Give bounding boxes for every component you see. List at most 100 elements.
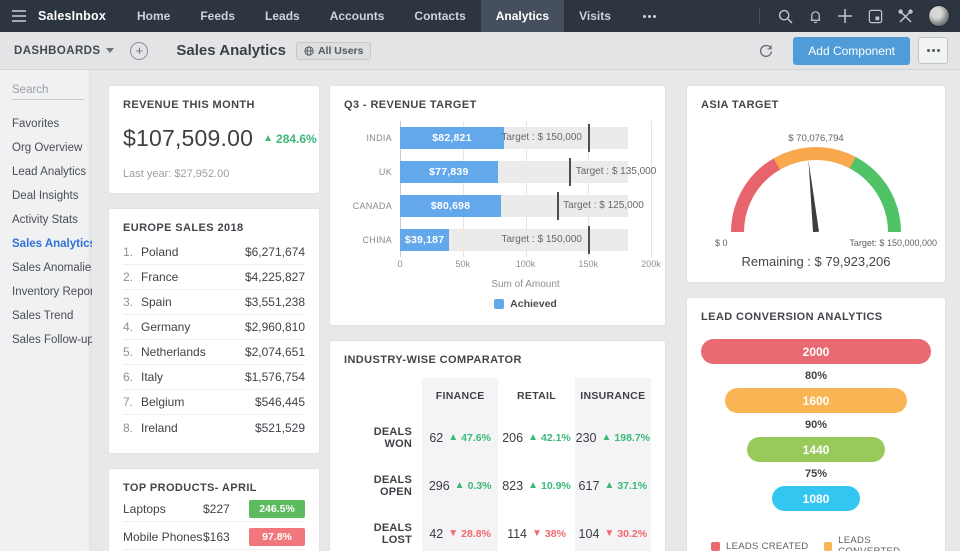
column-insurance: INSURANCE 230 ▲ 198.7% 617 ▲ 37.1% 104 ▼ 30.2% (574, 378, 651, 551)
card-title: REVENUE THIS MONTH (123, 99, 255, 111)
table-cell: 42 ▼ 28.8% (429, 527, 491, 541)
gridline (651, 121, 652, 257)
app-title[interactable]: SalesInbox (38, 9, 106, 23)
up-arrow-icon: ▲ (528, 480, 538, 491)
revenue-delta: ▲ 284.6% (263, 132, 317, 146)
nav-item-contacts[interactable]: Contacts (414, 9, 466, 23)
card-title: ASIA TARGET (701, 99, 779, 111)
row-header: DEALS WON (373, 426, 412, 450)
achieved-bar[interactable]: $77,839 (400, 161, 498, 183)
funnel-stage-leads-created[interactable]: 2000 (701, 339, 931, 364)
status-badge: 97.8% (249, 527, 305, 546)
sidebar-item-activity-stats[interactable]: Activity Stats (12, 214, 78, 226)
user-avatar[interactable] (928, 5, 950, 27)
nav-item-home[interactable]: Home (137, 9, 171, 23)
list-item[interactable]: 7. Belgium $546,445 (123, 390, 305, 415)
target-track (400, 229, 629, 251)
toolbar-more-button[interactable] (918, 37, 948, 64)
lead-conversion-card: LEAD CONVERSION ANALYTICS 2000 80% 1600 … (686, 297, 946, 551)
announcement-panel-icon[interactable] (862, 3, 888, 29)
axis-tick: 50k (455, 259, 471, 269)
table-cell: 617 ▲ 37.1% (578, 479, 648, 493)
sidebar-item-sales-anomalies[interactable]: Sales Anomalies (12, 262, 92, 274)
dashboards-dropdown[interactable]: DASHBOARDS (14, 45, 115, 57)
sidebar-item-deal-insights[interactable]: Deal Insights (12, 190, 79, 202)
country-name: Italy (141, 370, 164, 384)
list-item[interactable]: 2. France $4,225,827 (123, 265, 305, 290)
target-label: Target : $ 135,000 (575, 166, 657, 177)
country-value: $6,271,674 (244, 245, 305, 259)
sidebar-item-sales-analytics[interactable]: Sales Analytics (12, 238, 92, 250)
add-component-button[interactable]: Add Component (793, 36, 910, 65)
list-item[interactable]: Mobile Phones $163 97.8% (123, 524, 305, 550)
sidebar-item-org-overview[interactable]: Org Overview (12, 142, 83, 154)
list-item[interactable]: 3. Spain $3,551,238 (123, 290, 305, 315)
list-item[interactable]: 6. Italy $1,576,754 (123, 365, 305, 390)
card-title: EUROPE SALES 2018 (123, 222, 244, 234)
axis-tick: 200k (641, 259, 661, 269)
x-axis-label: Sum of Amount (491, 279, 560, 290)
sidebar-item-inventory-reports[interactable]: Inventory Reports (12, 286, 92, 298)
refresh-icon[interactable] (753, 38, 779, 64)
up-arrow-icon: ▲ (263, 132, 274, 144)
list-item[interactable]: Laptops $227 246.5% (123, 496, 305, 522)
add-dashboard-icon[interactable]: + (130, 41, 149, 60)
column-header: RETAIL (517, 390, 556, 402)
notifications-bell-icon[interactable] (802, 3, 828, 29)
add-plus-icon[interactable] (832, 3, 858, 29)
axis-tick: 0 (397, 259, 403, 269)
down-arrow-icon: ▼ (604, 528, 615, 539)
target-label: Target : $ 150,000 (501, 234, 582, 245)
asia-target-card: ASIA TARGET $ 70,076,794 $ 0 Target: $ 1… (686, 85, 946, 283)
nav-item-accounts[interactable]: Accounts (329, 9, 385, 23)
top-nav: SalesInbox Home Feeds Leads Accounts Con… (0, 0, 960, 32)
nav-item-visits[interactable]: Visits (579, 9, 611, 23)
sidebar-item-lead-analytics[interactable]: Lead Analytics (12, 166, 87, 178)
hamburger-menu-icon[interactable] (0, 0, 36, 32)
country-value: $3,551,238 (244, 295, 305, 309)
sidebar-item-favorites[interactable]: Favorites (12, 118, 60, 130)
achieved-bar[interactable]: $39,187 (400, 229, 450, 251)
product-name: Laptops (123, 501, 166, 516)
gridline (525, 121, 527, 257)
gauge-chart: $ 70,076,794 $ 0 Target: $ 150,000,000 (715, 133, 937, 248)
bullet-row-canada: $80,698 Target : $ 125,000 (400, 192, 651, 220)
nav-item-leads[interactable]: Leads (265, 9, 300, 23)
bar-value: $80,698 (430, 200, 471, 212)
search-icon[interactable] (772, 3, 798, 29)
nav-more-icon[interactable] (626, 0, 673, 32)
legend-label: LEADS CONVERTED (838, 535, 900, 551)
bullet-row-uk: $77,839 Target : $ 135,000 (400, 158, 656, 186)
achieved-bar[interactable]: $82,821 (400, 127, 504, 149)
target-marker (556, 192, 559, 220)
funnel-stage-deals-created[interactable]: 1440 (747, 437, 885, 462)
list-item[interactable]: 8. Ireland $521,529 (123, 415, 305, 440)
legend-swatch (824, 541, 833, 551)
country-value: $1,576,754 (244, 370, 305, 384)
x-axis: 0 50k 100k 150k 200k (397, 259, 660, 273)
conversion-rate: 80% (804, 370, 828, 382)
legend-label: Achieved (510, 298, 557, 310)
list-item[interactable]: 1. Poland $6,271,674 (123, 240, 305, 265)
column-retail: RETAIL 206 ▲ 42.1% 823 ▲ 10.9% 114 ▼ 38% (498, 378, 574, 551)
funnel-stage-deals-won[interactable]: 1080 (772, 486, 860, 511)
sidebar-search-input[interactable] (12, 81, 84, 100)
dashboard-panel: REVENUE THIS MONTH $107,509.00 ▲ 284.6% … (92, 70, 960, 551)
nav-item-feeds[interactable]: Feeds (200, 9, 236, 23)
conversion-rate: 75% (804, 468, 828, 480)
list-item[interactable]: 4. Germany $2,960,810 (123, 315, 305, 340)
axis-line (400, 121, 401, 257)
nav-item-analytics[interactable]: Analytics (480, 0, 565, 32)
card-title: LEAD CONVERSION ANALYTICS (701, 311, 883, 323)
setup-tools-icon[interactable] (892, 3, 918, 29)
product-name: Mobile Phones (123, 529, 203, 544)
all-users-scope-badge[interactable]: All Users (295, 41, 372, 60)
globe-icon (304, 45, 314, 56)
sidebar-item-sales-followup[interactable]: Sales Follow-up T (12, 334, 92, 346)
sidebar-item-sales-trend[interactable]: Sales Trend (12, 310, 74, 322)
funnel-stage-leads-converted[interactable]: 1600 (725, 388, 907, 413)
rank: 1. (123, 245, 134, 259)
achieved-bar[interactable]: $80,698 (400, 195, 502, 217)
list-item[interactable]: 5. Netherlands $2,074,651 (123, 340, 305, 365)
country-value: $2,960,810 (244, 320, 305, 334)
